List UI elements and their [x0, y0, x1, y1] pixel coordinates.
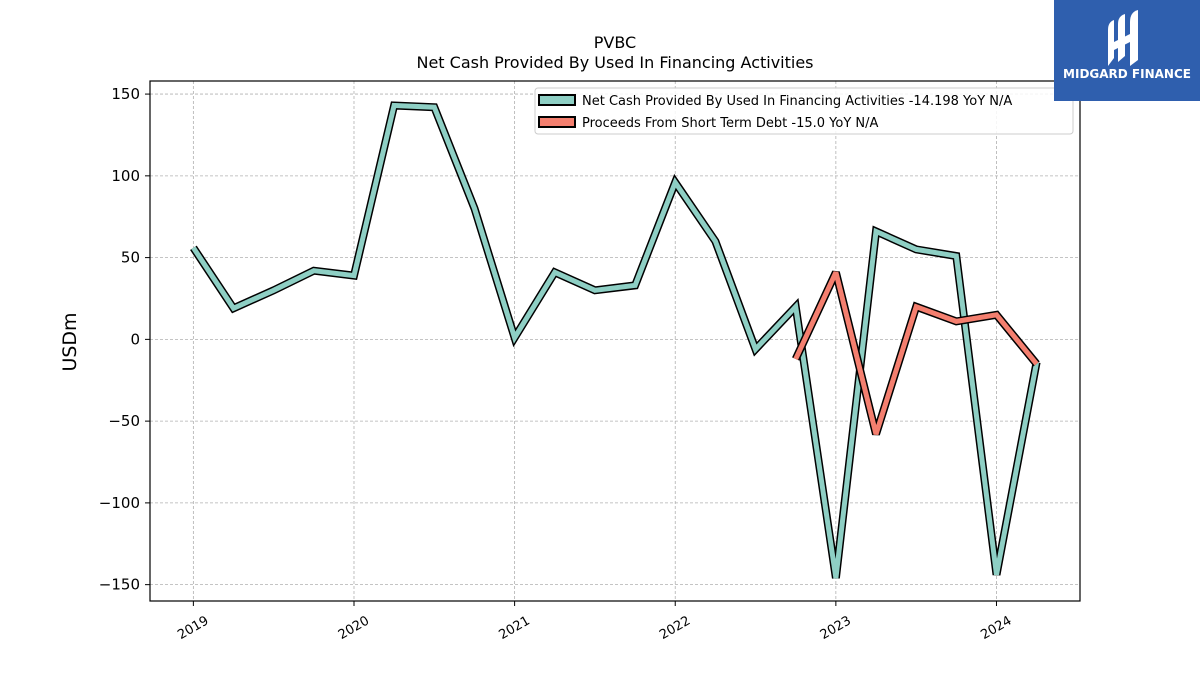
- y-axis-label: USDm: [59, 312, 81, 371]
- grid: [150, 81, 1080, 601]
- y-tick-label: 100: [111, 167, 140, 185]
- series-2-line: [793, 271, 1039, 435]
- y-tick-label: −100: [99, 494, 140, 512]
- y-tick-label: −50: [108, 412, 140, 430]
- legend-entry: Net Cash Provided By Used In Financing A…: [582, 94, 1012, 109]
- y-tick-label: 150: [111, 85, 140, 103]
- x-tick-label: 2021: [496, 613, 532, 643]
- x-tick-label: 2022: [657, 613, 693, 643]
- series-1-line: [191, 102, 1040, 579]
- legend-swatch: [538, 116, 576, 128]
- plot-frame: [149, 80, 1081, 602]
- x-tick-label: 2019: [175, 613, 211, 643]
- legend-entry: Proceeds From Short Term Debt -15.0 YoY …: [582, 116, 879, 131]
- logo-text: MIDGARD FINANCE: [1063, 67, 1191, 81]
- x-tick-label: 2023: [818, 613, 854, 643]
- chart-subtitle: Net Cash Provided By Used In Financing A…: [416, 53, 813, 72]
- axis-ticks: 150 100 50 0 −50 −100 −150 2019 2020 2021 2022 2023…: [99, 85, 1015, 643]
- y-tick-label: −150: [99, 576, 140, 594]
- y-tick-label: 50: [121, 249, 140, 267]
- chart-title: PVBC: [594, 33, 636, 52]
- x-tick-label: 2024: [978, 613, 1014, 643]
- x-tick-label: 2020: [336, 613, 372, 643]
- series-layer: [190, 101, 1041, 579]
- series-1-outline: [190, 101, 1041, 579]
- y-tick-label: 0: [130, 330, 140, 348]
- legend-box: [534, 87, 1074, 135]
- legend-swatch: [538, 94, 576, 106]
- series-2-outline: [792, 270, 1040, 436]
- brand-logo: MIDGARD FINANCE: [1054, 0, 1200, 101]
- legend: Net Cash Provided By Used In Financing A…: [534, 87, 1074, 135]
- logo-mark-icon: [1108, 10, 1138, 66]
